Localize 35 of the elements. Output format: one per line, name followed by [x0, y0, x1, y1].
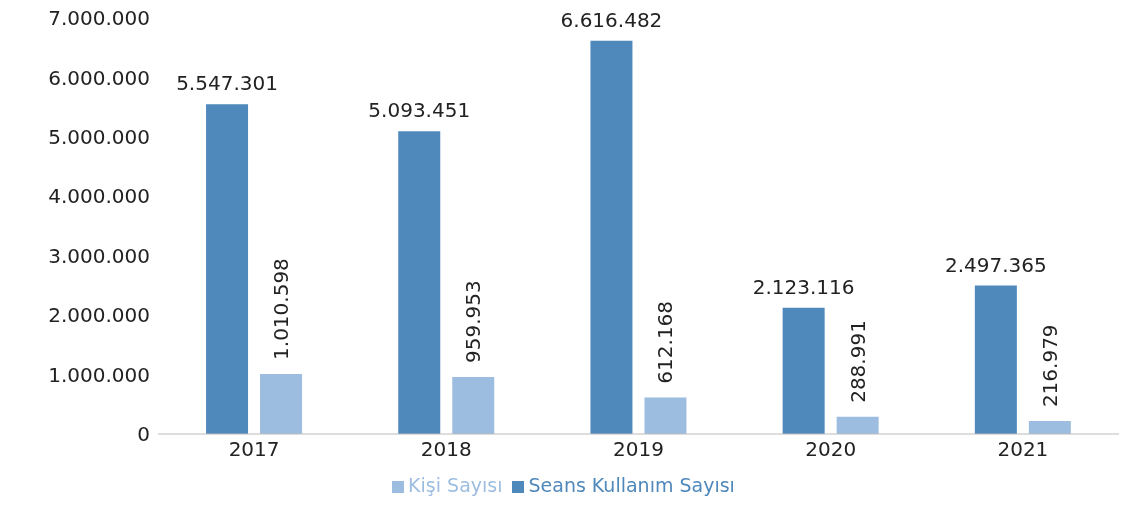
y-tick-label: 1.000.000 [48, 362, 150, 387]
data-label: 2.123.116 [752, 274, 855, 299]
data-label: 612.168 [653, 300, 678, 384]
bar [836, 416, 879, 434]
data-label: 959.953 [461, 280, 486, 363]
x-tick-label: 2020 [805, 437, 857, 462]
y-tick-label: 7.000.000 [48, 6, 150, 31]
bar [782, 307, 825, 434]
y-tick-label: 4.000.000 [48, 184, 150, 209]
data-label: 2.497.365 [944, 252, 1047, 277]
bar [974, 285, 1017, 434]
x-tick-label: 2018 [420, 437, 472, 462]
data-label: 1.010.598 [269, 258, 294, 360]
bar [398, 131, 441, 434]
data-label: 288.991 [845, 320, 870, 403]
x-tick-label: 2021 [997, 437, 1049, 462]
legend-label: Kişi Sayısı [408, 474, 503, 496]
bar [206, 104, 249, 434]
bar [644, 397, 687, 434]
x-tick-label: 2017 [228, 437, 280, 462]
y-tick-label: 6.000.000 [48, 65, 150, 90]
y-tick-label: 0 [137, 422, 150, 447]
legend-label: Seans Kullanım Sayısı [528, 474, 735, 496]
y-tick-label: 2.000.000 [48, 303, 150, 328]
y-tick-label: 5.000.000 [48, 124, 150, 149]
bar [1028, 421, 1071, 434]
x-tick-label: 2019 [613, 437, 664, 462]
bar [590, 40, 633, 434]
data-label: 6.616.482 [560, 7, 663, 32]
bar [260, 373, 303, 434]
data-label: 5.093.451 [368, 98, 471, 123]
data-label: 5.547.301 [176, 71, 278, 96]
bar [452, 376, 495, 434]
data-label: 216.979 [1037, 324, 1062, 408]
y-tick-label: 3.000.000 [48, 243, 150, 268]
